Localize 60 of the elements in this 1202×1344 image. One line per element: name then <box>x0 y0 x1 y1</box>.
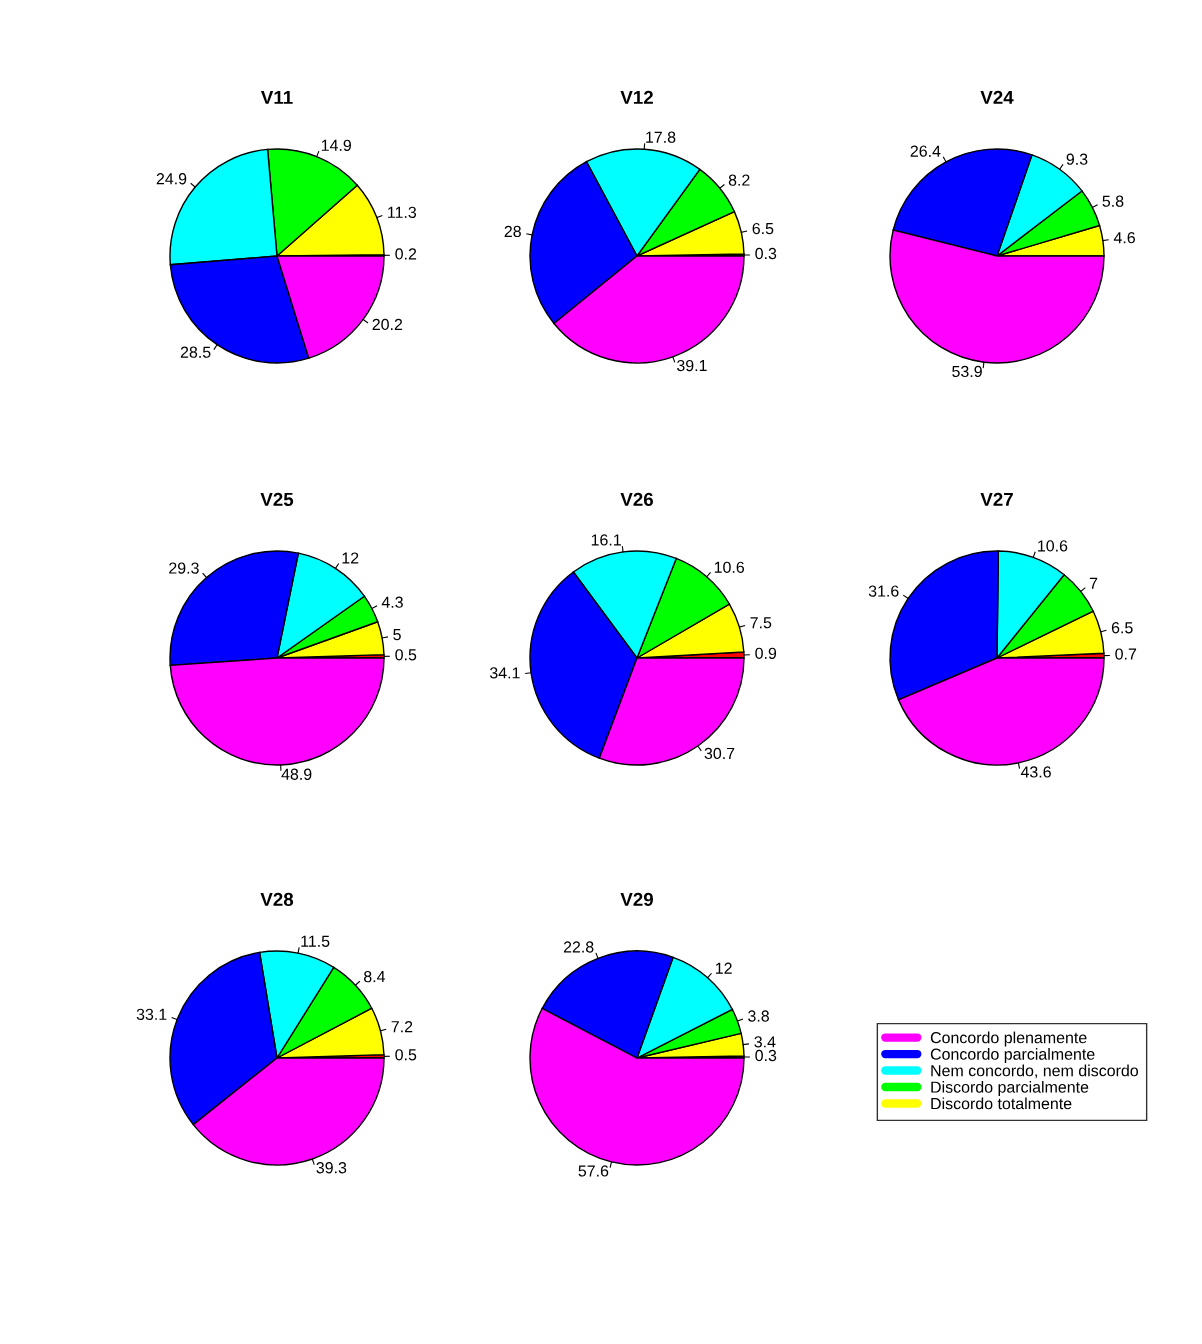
chart-title: V11 <box>260 90 293 104</box>
data-label: 0.5 <box>395 649 417 661</box>
chart-title: V29 <box>620 892 653 907</box>
chart-title: V12 <box>620 90 653 104</box>
data-label: 6.5 <box>752 222 774 235</box>
data-label: 28.5 <box>180 346 211 358</box>
data-label: 14.9 <box>321 139 351 151</box>
data-label: 30.7 <box>704 747 735 760</box>
data-label: 0.9 <box>755 647 777 659</box>
chart-title: V25 <box>260 492 294 507</box>
data-label: 29.3 <box>169 562 199 574</box>
data-label: 4.3 <box>381 596 403 608</box>
data-label: 12 <box>342 552 359 564</box>
legend-label: Discordo parcialmente <box>931 1081 1089 1096</box>
data-label: 7.2 <box>391 1020 413 1033</box>
data-label: 17.8 <box>646 131 676 143</box>
data-label: 39.3 <box>316 1162 347 1174</box>
data-label: 9.3 <box>1066 153 1088 165</box>
chart-title: V27 <box>980 492 1013 506</box>
data-label: 12 <box>715 962 732 974</box>
data-label: 0.3 <box>755 1049 777 1062</box>
data-label: 0.3 <box>755 247 777 260</box>
data-label: 10.6 <box>714 561 745 573</box>
legend-label: Discordo totalmente <box>931 1097 1072 1110</box>
data-label: 0.5 <box>395 1049 417 1061</box>
data-label: 3.8 <box>748 1010 769 1022</box>
chart-title: V24 <box>980 90 1014 104</box>
data-label: 33.1 <box>136 1008 167 1020</box>
data-label: 57.6 <box>578 1165 609 1177</box>
data-label: 3.4 <box>754 1036 776 1048</box>
legend-label: Nem concordo, nem discordo <box>931 1064 1139 1079</box>
data-label: 20.2 <box>372 318 403 331</box>
data-label: 24.9 <box>156 173 187 185</box>
data-label: 8.4 <box>364 970 386 983</box>
data-label: 53.9 <box>952 365 982 378</box>
data-label: 16.1 <box>591 534 621 546</box>
data-label: 7 <box>1089 577 1098 589</box>
legend-label: Concordo parcialmente <box>930 1048 1095 1063</box>
data-label: 7.5 <box>750 617 772 629</box>
data-label: 43.6 <box>1020 766 1051 778</box>
data-label: 48.9 <box>281 768 312 780</box>
data-label: 0.7 <box>1115 648 1137 660</box>
data-label: 31.6 <box>868 585 899 597</box>
data-label: 28 <box>504 225 521 238</box>
data-label: 34.1 <box>489 667 520 679</box>
chart-title: V28 <box>260 892 294 907</box>
data-label: 39.1 <box>676 359 707 372</box>
data-label: 4.6 <box>1113 232 1135 244</box>
chart-title: V26 <box>620 492 653 507</box>
data-label: 26.4 <box>910 145 941 157</box>
data-label: 11.3 <box>388 206 417 218</box>
data-label: 0.2 <box>395 248 417 260</box>
data-label: 5 <box>393 629 401 641</box>
data-label: 8.2 <box>728 174 750 186</box>
data-label: 22.8 <box>563 941 594 953</box>
legend-label: Concordo plenamente <box>930 1031 1087 1047</box>
data-label: 6.5 <box>1111 622 1133 634</box>
data-label: 10.6 <box>1038 540 1068 552</box>
data-label: 11.5 <box>301 935 330 947</box>
data-label: 5.8 <box>1102 195 1124 207</box>
